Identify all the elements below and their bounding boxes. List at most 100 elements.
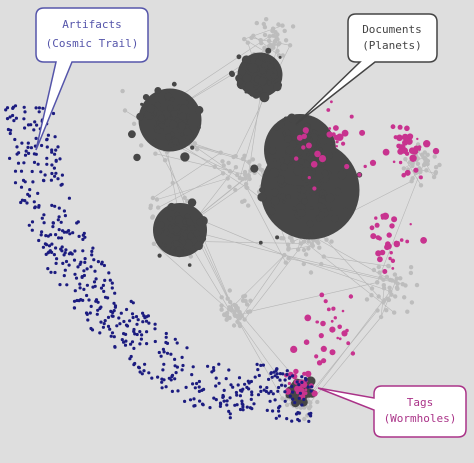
tag-node: [377, 256, 383, 263]
node: [194, 147, 200, 152]
artifact-node: [50, 242, 54, 246]
node: [257, 163, 262, 168]
artifact-node: [202, 387, 206, 391]
artifact-node: [119, 311, 123, 315]
tag-node: [380, 215, 385, 220]
artifact-node: [144, 319, 149, 323]
artifact-node: [103, 278, 107, 282]
document-node: [155, 125, 161, 131]
artifact-node: [23, 199, 27, 203]
node: [431, 174, 437, 180]
artifact-node: [235, 393, 239, 397]
artifact-node: [130, 312, 135, 316]
artifact-node: [98, 306, 102, 311]
node: [227, 184, 232, 189]
node: [139, 143, 144, 148]
node: [398, 276, 403, 281]
artifact-node: [24, 149, 28, 153]
artifact-node: [19, 200, 23, 205]
tag-node: [316, 320, 319, 324]
node: [415, 161, 421, 166]
artifact-node: [20, 198, 24, 202]
artifact-node: [306, 385, 310, 389]
node: [317, 245, 322, 250]
artifact-node: [218, 401, 223, 405]
artifact-node: [54, 171, 58, 175]
document-node: [165, 133, 172, 141]
tag-node: [391, 267, 395, 270]
node: [315, 399, 320, 405]
node: [308, 270, 314, 275]
node: [405, 309, 410, 314]
artifact-node: [40, 230, 44, 234]
artifact-node: [42, 213, 46, 217]
node: [237, 310, 242, 315]
artifact-node: [132, 327, 136, 332]
node: [250, 157, 256, 162]
artifact-node: [61, 229, 65, 233]
node: [233, 313, 238, 318]
node: [218, 150, 223, 155]
artifact-node: [141, 320, 145, 324]
node: [437, 162, 442, 168]
artifact-node: [57, 206, 61, 210]
tag-node: [344, 163, 350, 170]
artifact-node: [275, 367, 279, 371]
artifact-node: [112, 309, 116, 313]
node: [275, 48, 280, 54]
artifact-node: [67, 263, 71, 267]
node: [246, 173, 251, 178]
document-node: [168, 142, 174, 148]
artifact-node: [291, 397, 295, 401]
artifact-node: [85, 267, 89, 271]
artifact-node: [73, 289, 77, 293]
tag-node: [307, 176, 311, 180]
artifact-node: [42, 221, 46, 225]
node: [378, 314, 384, 320]
node: [221, 163, 226, 168]
artifact-node: [101, 325, 105, 329]
document-node: [157, 114, 166, 123]
artifact-node: [141, 311, 145, 315]
artifact-node: [49, 270, 53, 274]
document-node: [343, 207, 348, 212]
artifact-node: [26, 141, 30, 145]
document-node: [169, 97, 175, 102]
artifact-node: [85, 312, 89, 316]
artifact-node: [81, 249, 85, 253]
node: [227, 288, 232, 293]
node: [237, 175, 243, 181]
artifact-node: [248, 406, 252, 410]
artifact-node: [191, 365, 195, 369]
artifact-node: [93, 284, 97, 288]
node: [235, 319, 240, 324]
artifact-node: [32, 160, 37, 164]
artifact-node: [277, 385, 281, 390]
document-node: [184, 213, 190, 219]
artifact-node: [101, 283, 105, 287]
node: [309, 242, 315, 247]
tag-node: [369, 225, 375, 231]
document-node: [330, 207, 334, 211]
artifact-node: [94, 277, 98, 281]
node: [222, 312, 227, 318]
artifact-node: [54, 159, 58, 163]
artifact-node: [54, 246, 58, 250]
tag-node: [318, 333, 324, 339]
artifact-node: [45, 137, 49, 141]
edge: [246, 187, 287, 263]
document-node: [146, 104, 155, 113]
artifact-node: [269, 371, 273, 375]
artifact-node: [17, 151, 21, 155]
artifact-node: [132, 363, 136, 367]
nodes: [120, 17, 442, 422]
document-node: [153, 226, 163, 236]
node: [182, 195, 187, 200]
tag-node: [388, 256, 392, 261]
artifact-node: [310, 385, 314, 389]
artifact-node: [29, 146, 33, 150]
tag-node: [413, 167, 419, 173]
artifact-node: [165, 341, 170, 345]
node: [280, 53, 285, 58]
edge: [155, 153, 249, 176]
